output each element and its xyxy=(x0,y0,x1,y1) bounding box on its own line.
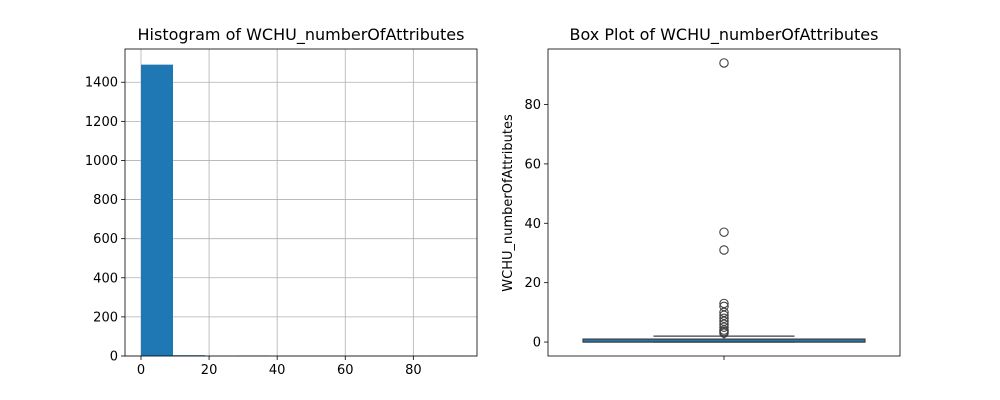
boxplot-outliers xyxy=(719,58,729,338)
boxplot-outlier xyxy=(719,227,729,237)
boxplot-y-tick-label: 20 xyxy=(524,276,541,291)
histogram-bar xyxy=(141,64,173,356)
boxplot-outlier xyxy=(719,328,729,338)
histogram-x-ticks: 0 20 40 60 80 xyxy=(137,356,422,378)
histogram-y-ticks: 0 200 400 600 800 1000 1200 1400 xyxy=(85,76,125,365)
boxplot-y-axis-label: WCHU_numberOfAttributes xyxy=(501,114,516,292)
boxplot-title: Box Plot of WCHU_numberOfAttributes xyxy=(570,25,879,45)
boxplot-y-tick-label: 40 xyxy=(524,217,541,232)
histogram-y-tick-label: 400 xyxy=(93,271,118,286)
histogram-title: Histogram of WCHU_numberOfAttributes xyxy=(138,25,465,45)
boxplot-y-tick-label: 80 xyxy=(524,98,541,113)
boxplot-outlier xyxy=(719,58,729,68)
histogram-bars xyxy=(141,64,461,356)
histogram-y-tick-label: 1000 xyxy=(85,154,118,169)
histogram-y-tick-label: 600 xyxy=(93,232,118,247)
histogram-panel: Histogram of WCHU_numberOfAttributes 0 20… xyxy=(85,25,478,378)
histogram-y-tick-label: 0 xyxy=(110,350,118,365)
boxplot-panel: Box Plot of WCHU_numberOfAttributes 0 20 4… xyxy=(501,25,901,360)
boxplot-outlier xyxy=(719,322,729,332)
histogram-x-tick-label: 80 xyxy=(405,363,422,378)
histogram-y-tick-label: 200 xyxy=(93,310,118,325)
boxplot-y-tick-label: 60 xyxy=(524,157,541,172)
histogram-y-tick-label: 800 xyxy=(93,193,118,208)
histogram-x-tick-label: 0 xyxy=(137,363,145,378)
histogram-x-tick-label: 60 xyxy=(337,363,354,378)
histogram-x-tick-label: 20 xyxy=(201,363,218,378)
boxplot-y-ticks: 0 20 40 60 80 xyxy=(524,98,548,351)
histogram-y-tick-label: 1400 xyxy=(85,76,118,91)
histogram-x-tick-label: 40 xyxy=(269,363,286,378)
boxplot-outlier xyxy=(719,245,729,255)
histogram-y-tick-label: 1200 xyxy=(85,115,118,130)
histogram-frame xyxy=(124,48,478,357)
boxplot-y-tick-label: 0 xyxy=(533,336,541,351)
